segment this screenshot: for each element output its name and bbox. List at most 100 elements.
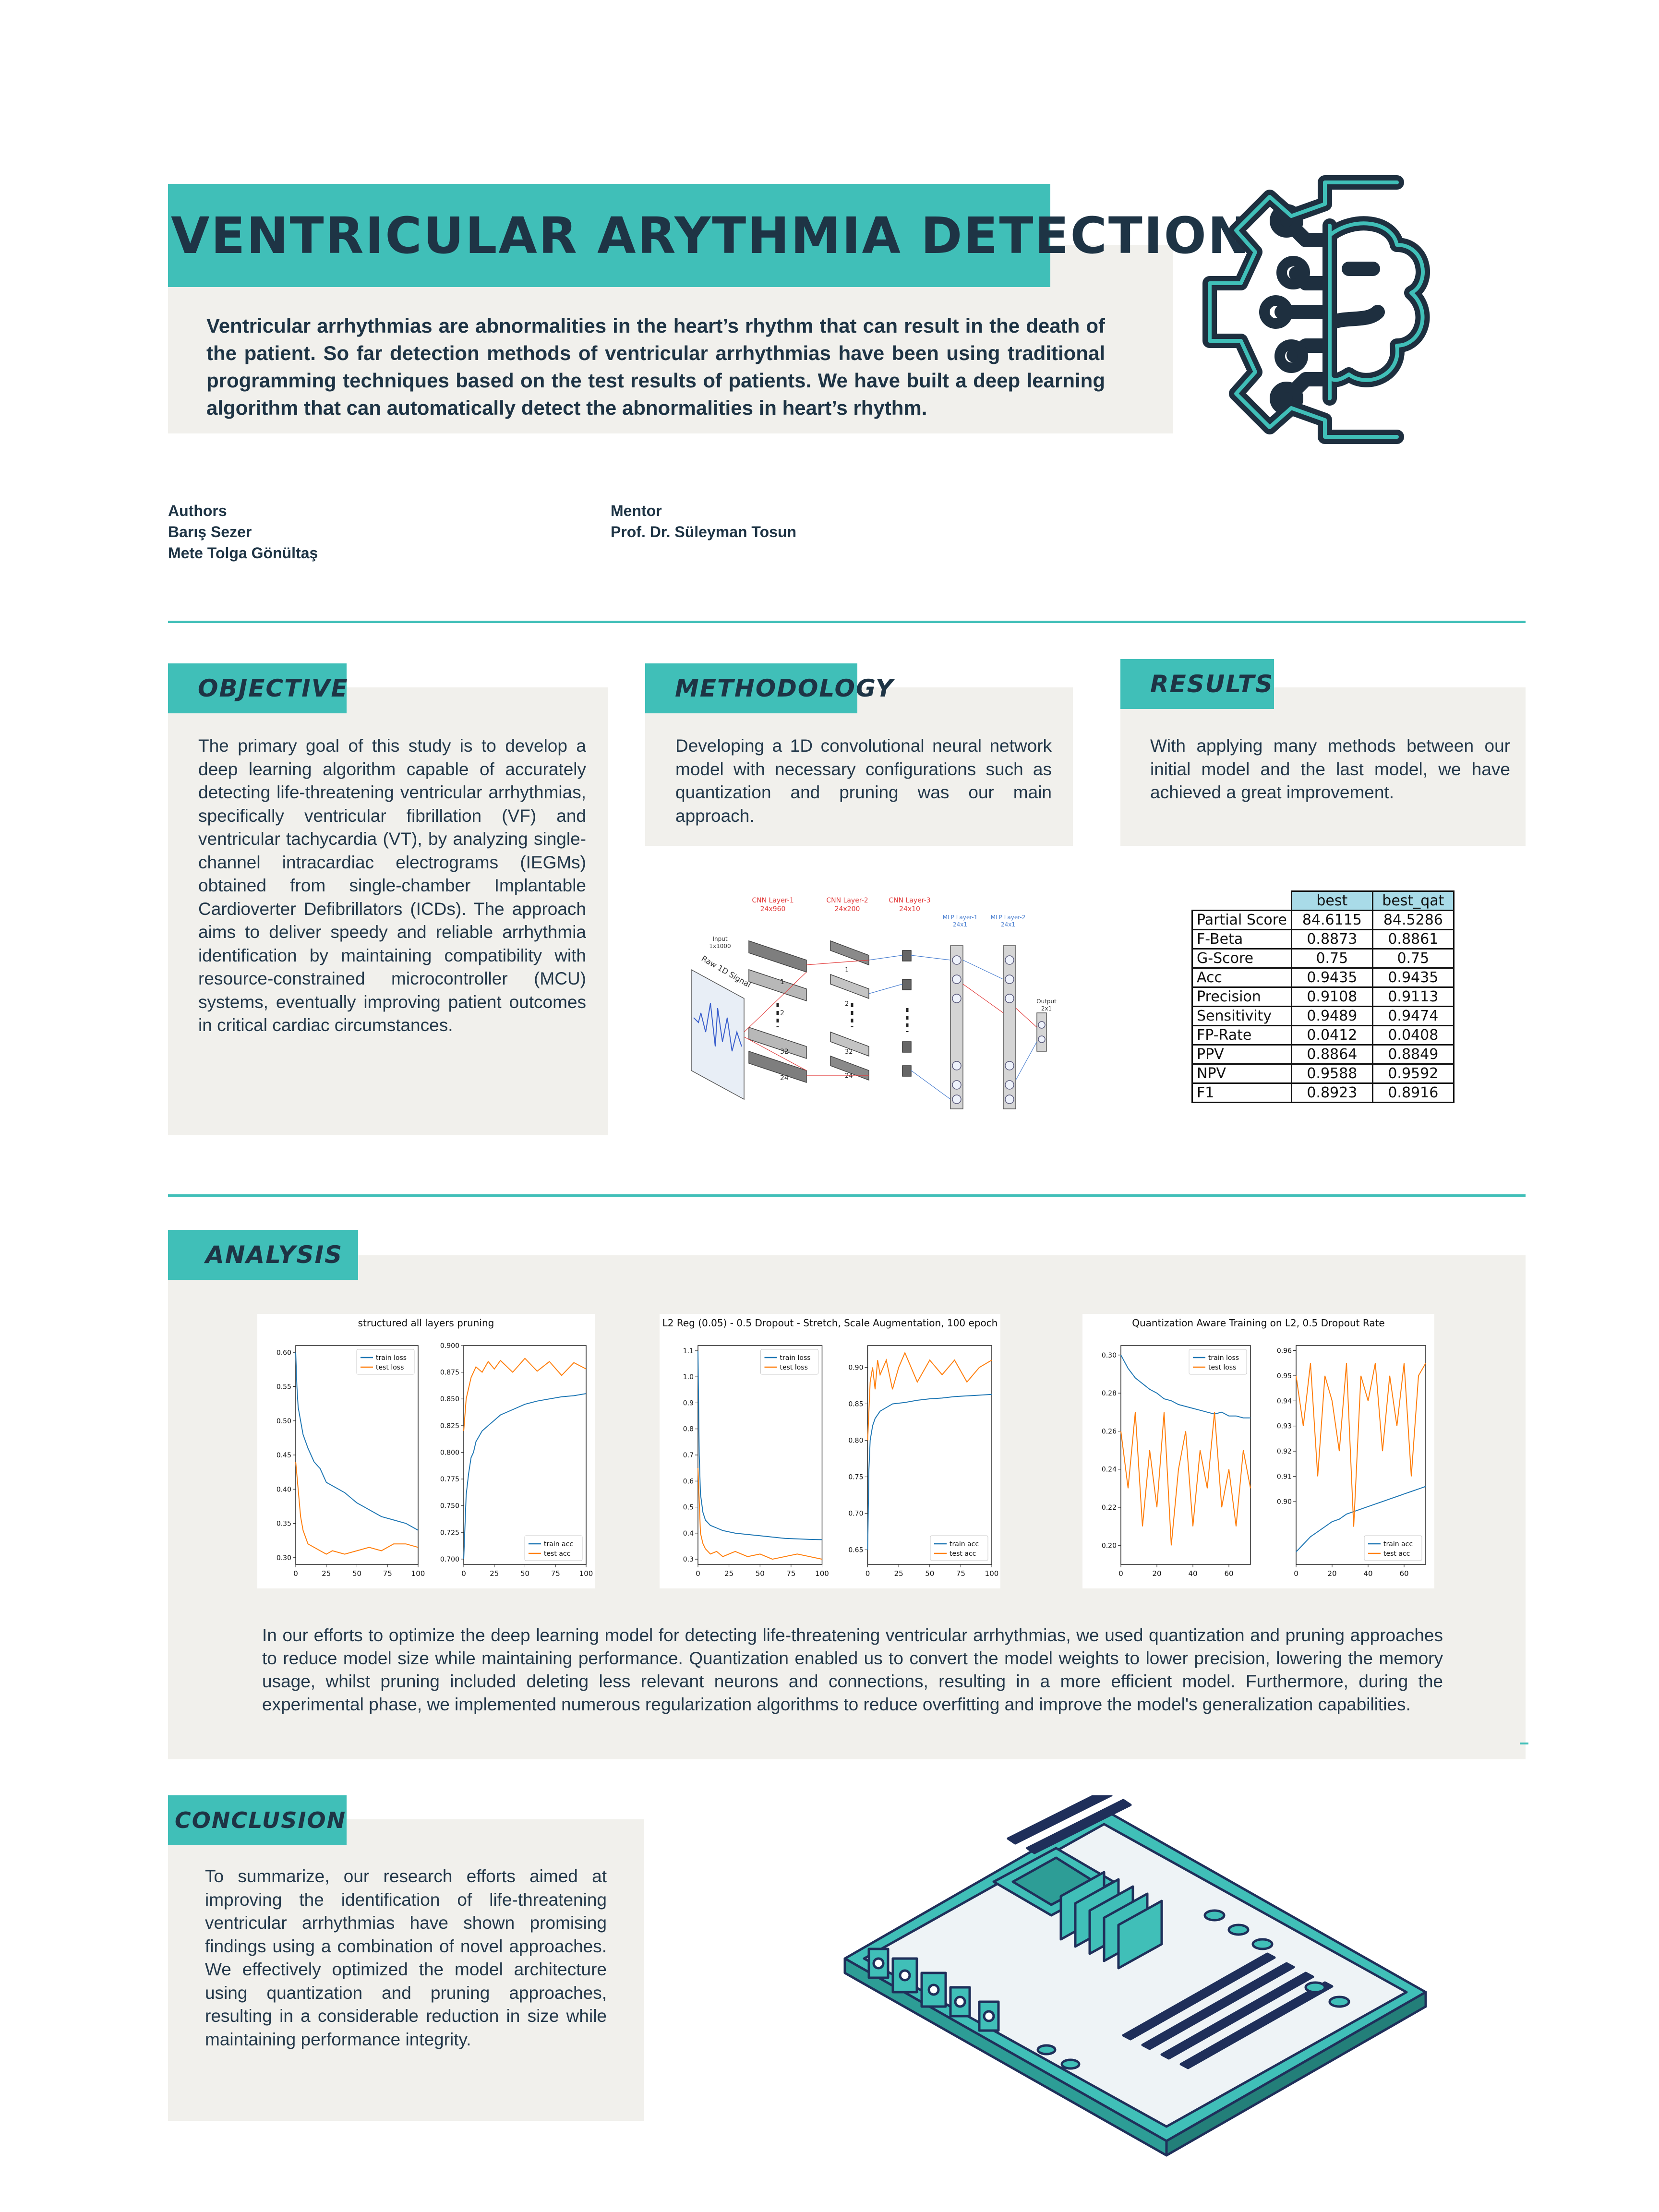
y-tick-label: 0.700 [440,1556,459,1563]
table-cell: 0.8861 [1371,929,1455,950]
table-cell: 0.8923 [1290,1082,1373,1103]
y-tick-label: 0.95 [1277,1372,1292,1380]
legend-label: test loss [1208,1364,1236,1371]
table-row: Acc 0.9435 0.9435 [1191,967,1455,988]
legend-label: train acc [950,1540,979,1548]
conclusion-text: To summarize, our research efforts aimed… [205,1866,607,2049]
y-tick-label: 0.7 [683,1452,694,1459]
table-cell: 0.9108 [1290,986,1373,1007]
x-tick-label: 20 [1327,1569,1336,1578]
y-tick-label: 0.20 [1102,1542,1117,1550]
cnn1-map-label: 1 [780,978,784,986]
raw-signal-plot [691,969,745,1100]
y-tick-label: 0.850 [440,1395,459,1403]
x-tick-label: 50 [352,1569,361,1578]
chart-qat: Quantization Aware Training on L2, 0.5 D… [1102,1317,1426,1578]
x-tick-label: 25 [490,1569,499,1578]
y-tick-label: 0.80 [848,1437,863,1445]
table-row-label: G-Score [1191,948,1292,969]
table-cell: 0.8873 [1290,929,1373,950]
y-tick-label: 0.30 [1102,1352,1117,1359]
legend-label: train loss [376,1354,407,1362]
analysis-heading: ANALYSIS [168,1230,358,1280]
x-tick-label: 0 [293,1569,298,1578]
x-tick-label: 20 [1152,1569,1161,1578]
legend-box [356,1349,415,1375]
intro-text: Ventricular arrhythmias are abnormalitie… [206,314,1105,419]
x-tick-label: 0 [696,1569,700,1578]
mlp1-label: MLP Layer-1 [943,914,978,921]
cnn1-label: CNN Layer-1 [752,897,793,904]
chart-title: Quantization Aware Training on L2, 0.5 D… [1132,1317,1384,1329]
y-tick-label: 0.50 [276,1418,291,1425]
plot-frame [463,1345,587,1565]
table-header-row: best best_qat [1192,890,1455,911]
legend-label: test acc [544,1550,570,1558]
y-tick-label: 0.30 [276,1554,291,1562]
y-tick-label: 0.3 [683,1556,694,1563]
table-cell: 0.8864 [1290,1044,1373,1065]
table-row-label: Sensitivity [1191,1006,1292,1026]
table-cell: 0.9435 [1371,967,1455,988]
cnn1-map-label: 32 [780,1048,789,1056]
mlp-neurons [952,955,1046,1104]
results-heading: RESULTS [1120,659,1274,709]
table-cell: 0.8849 [1371,1044,1455,1065]
cnn1-map-label: 24 [780,1074,789,1082]
table-cell: 84.5286 [1371,910,1455,930]
series-line-test-acc [1296,1363,1426,1527]
cnn2-map-label: 24 [845,1072,853,1080]
series-line-test-loss [295,1462,419,1555]
y-tick-label: 0.6 [683,1478,694,1485]
legend-box [1364,1535,1422,1561]
table-cell: 0.9489 [1290,1006,1373,1026]
cnn3-dim: 24x10 [899,905,920,913]
x-tick-label: 100 [579,1569,593,1578]
mlp2-dim: 24x1 [1001,921,1015,928]
chart-card: Quantization Aware Training on L2, 0.5 D… [1082,1314,1434,1588]
motherboard-illustration [843,1795,1427,2157]
x-tick-label: 75 [786,1569,795,1578]
results-table: best best_qat Partial Score 84.6115 84.528… [1191,890,1455,1103]
output-label: Output [1036,998,1057,1005]
table-cell: 0.9113 [1371,986,1455,1007]
table-corner [1192,891,1292,911]
x-tick-label: 40 [1188,1569,1197,1578]
chart-card: structured all layers pruning 0 25 50 75 100 0… [257,1314,595,1588]
chart-card: L2 Reg (0.05) - 0.5 Dropout - Stretch, S… [660,1314,1000,1588]
table-cell: 84.6115 [1290,910,1373,930]
x-tick-label: 60 [1224,1569,1233,1578]
table-row-label: Precision [1191,986,1292,1007]
legend-box [760,1349,818,1375]
chart-l2-dropout: L2 Reg (0.05) - 0.5 Dropout - Stretch, S… [662,1317,999,1578]
cnn2-label: CNN Layer-2 [826,897,868,904]
legend-label: train acc [1383,1540,1413,1548]
y-tick-label: 0.91 [1277,1473,1292,1481]
series-line-train-loss [295,1352,419,1531]
conclusion-panel [168,1819,644,2121]
objective-heading: OBJECTIVE [168,663,348,713]
x-tick-label: 100 [411,1569,425,1578]
table-cell: 0.9588 [1290,1063,1373,1084]
y-tick-label: 0.92 [1277,1448,1292,1455]
plot-frame [1296,1345,1426,1565]
cnn2-map-label: 1 [845,967,849,974]
mlp-columns [950,945,1047,1109]
legend-label: test loss [376,1364,404,1371]
y-tick-label: 0.26 [1102,1428,1117,1435]
methodology-heading: METHODOLOGY [645,663,893,713]
table-row: Partial Score 84.6115 84.5286 [1191,910,1455,930]
legend-label: test acc [1383,1550,1410,1558]
plot-frame [1120,1345,1251,1565]
x-tick-label: 25 [894,1569,903,1578]
cnn-architecture-diagram: CNN Layer-1 24x960 CNN Layer-2 24x200 CN… [691,897,1057,1109]
table-row: FP-Rate 0.0412 0.0408 [1191,1025,1455,1046]
y-tick-label: 0.900 [440,1342,459,1350]
legend-label: train acc [544,1540,573,1548]
y-tick-label: 0.800 [440,1449,459,1456]
divider-end [1520,1743,1528,1744]
y-tick-label: 0.725 [440,1529,459,1537]
x-tick-label: 60 [1399,1569,1408,1578]
table-row: Precision 0.9108 0.9113 [1191,986,1455,1007]
series-line-train-loss [1120,1355,1250,1419]
